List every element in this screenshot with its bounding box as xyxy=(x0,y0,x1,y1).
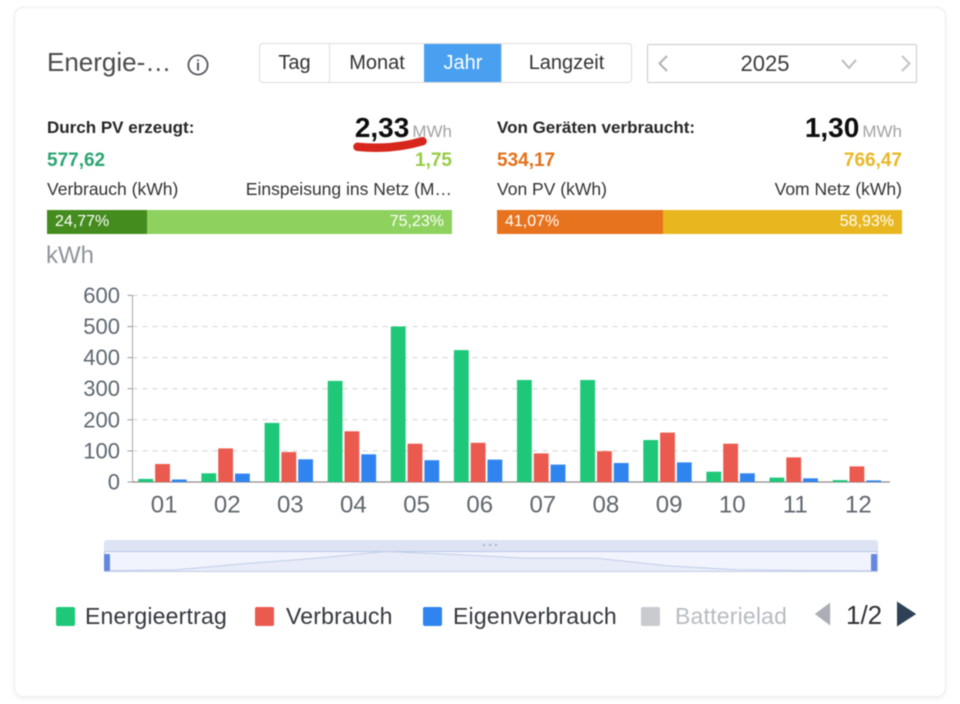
svg-text:03: 03 xyxy=(277,492,304,519)
svg-text:06: 06 xyxy=(466,492,493,519)
svg-text:300: 300 xyxy=(83,376,120,401)
svg-text:01: 01 xyxy=(151,492,178,519)
svg-text:04: 04 xyxy=(340,492,367,519)
svg-text:100: 100 xyxy=(83,438,120,463)
svg-text:08: 08 xyxy=(593,492,620,519)
svg-text:05: 05 xyxy=(403,492,430,519)
svg-text:09: 09 xyxy=(656,492,683,519)
svg-text:07: 07 xyxy=(529,492,556,519)
svg-text:500: 500 xyxy=(83,314,120,339)
svg-text:0: 0 xyxy=(108,470,120,495)
svg-text:200: 200 xyxy=(83,407,120,432)
svg-text:400: 400 xyxy=(83,345,120,370)
svg-text:i: i xyxy=(196,58,200,74)
svg-text:02: 02 xyxy=(214,492,241,519)
svg-text:10: 10 xyxy=(719,492,746,519)
svg-text:11: 11 xyxy=(783,492,808,519)
svg-text:600: 600 xyxy=(83,283,120,308)
svg-text:12: 12 xyxy=(845,492,872,519)
